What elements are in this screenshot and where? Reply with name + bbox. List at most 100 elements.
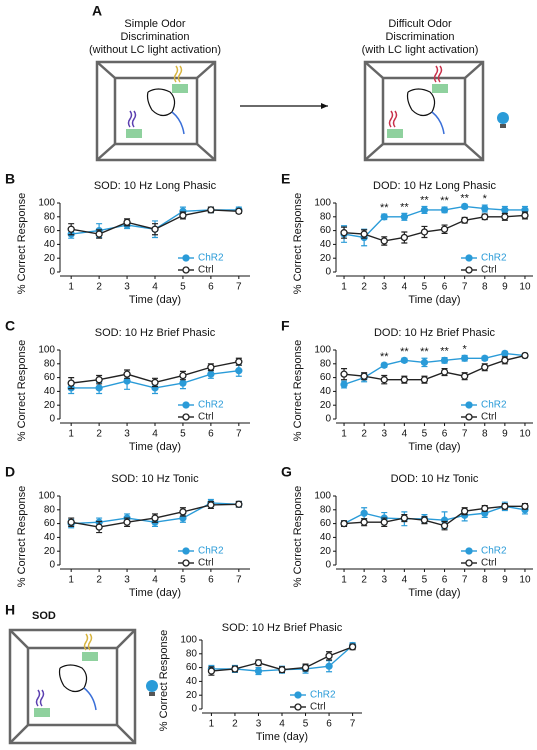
series-line: [343, 205, 525, 239]
data-point: [340, 519, 348, 528]
panel-label: A: [92, 3, 102, 19]
x-tick-label: 6: [326, 719, 332, 730]
series-line: [343, 505, 525, 527]
x-tick-label: 2: [361, 575, 367, 586]
data-point: [440, 206, 449, 214]
x-tick-label: 5: [422, 429, 428, 440]
x-tick-label: 7: [236, 282, 242, 293]
data-point: [501, 213, 509, 221]
data-point: [461, 372, 469, 380]
significance-mark: **: [400, 346, 409, 358]
chart-title: DOD: 10 Hz Tonic: [391, 473, 479, 485]
data-point: [501, 206, 509, 214]
y-tick-label: 100: [314, 198, 331, 209]
chart-title: DOD: 10 Hz Brief Phasic: [374, 327, 496, 339]
x-tick-label: 7: [462, 575, 468, 586]
legend-marker: [465, 413, 473, 421]
series-line: [343, 214, 526, 242]
legend-label: ChR2: [198, 253, 224, 264]
legend-marker: [294, 703, 302, 711]
data-point: [400, 376, 408, 384]
legend-label: ChR2: [481, 253, 507, 264]
series-line: [343, 505, 526, 525]
x-tick-label: 4: [152, 429, 158, 440]
y-tick-label: 40: [186, 676, 198, 687]
data-point: [481, 504, 489, 513]
x-tick-label: 3: [381, 575, 387, 586]
data-point: [360, 372, 368, 380]
data-point: [207, 667, 216, 675]
y-tick-label: 20: [44, 546, 56, 557]
y-tick-label: 0: [49, 560, 55, 571]
legend-label: Ctrl: [198, 558, 214, 569]
y-tick-label: 80: [44, 358, 56, 369]
x-tick-label: 1: [341, 429, 347, 440]
y-axis-label: % Correct Response: [292, 340, 304, 442]
x-tick-label: 2: [96, 282, 102, 293]
legend-label: Ctrl: [198, 412, 214, 423]
x-tick-label: 5: [422, 282, 428, 293]
legend-marker: [465, 266, 473, 274]
y-tick-label: 60: [44, 518, 56, 529]
panel-label: F: [281, 318, 290, 334]
x-tick-label: 1: [68, 575, 74, 586]
panel-label: E: [281, 171, 290, 187]
x-tick-label: 6: [442, 282, 448, 293]
data-point: [231, 665, 239, 673]
data-point: [235, 367, 243, 375]
x-tick-label: 1: [341, 282, 347, 293]
data-point: [123, 370, 131, 378]
data-point: [325, 652, 333, 660]
y-tick-label: 60: [186, 662, 198, 673]
x-axis-label: Time (day): [129, 587, 181, 599]
x-tick-label: 4: [402, 282, 408, 293]
legend-label: ChR2: [481, 546, 507, 557]
data-point: [481, 204, 489, 213]
data-point: [400, 213, 408, 221]
y-tick-label: 0: [325, 560, 331, 571]
arrow-head: [321, 103, 328, 109]
data-point: [420, 206, 429, 214]
arena-diagram: [8, 628, 158, 745]
caption-line: (with LC light activation): [362, 44, 479, 56]
data-point: [123, 218, 131, 226]
chart-title: SOD: 10 Hz Brief Phasic: [222, 622, 343, 634]
significance-mark: **: [420, 346, 429, 358]
data-point: [440, 368, 449, 376]
data-point: [440, 225, 449, 233]
y-axis-label: % Correct Response: [16, 486, 28, 588]
caption-line: Simple Odor: [124, 18, 185, 30]
data-point: [95, 376, 103, 384]
x-tick-label: 2: [232, 719, 238, 730]
data-point: [481, 213, 489, 221]
x-tick-label: 7: [350, 719, 356, 730]
data-point: [254, 667, 263, 675]
data-point: [235, 207, 243, 215]
y-axis-label: % Correct Response: [16, 193, 28, 295]
y-tick-label: 80: [44, 504, 56, 515]
data-point: [235, 500, 243, 508]
x-tick-label: 10: [519, 429, 531, 440]
y-tick-label: 40: [320, 386, 332, 397]
significance-mark: **: [400, 201, 409, 213]
data-point: [254, 659, 263, 667]
data-point: [380, 376, 388, 384]
significance-mark: **: [440, 345, 449, 357]
x-tick-label: 2: [361, 429, 367, 440]
data-point: [179, 508, 187, 516]
significance-mark: **: [440, 195, 449, 207]
y-tick-label: 20: [186, 690, 198, 701]
series-line: [343, 352, 526, 386]
x-tick-label: 9: [502, 429, 508, 440]
significance-mark: **: [380, 351, 389, 363]
data-point: [501, 356, 509, 365]
legend-marker: [182, 559, 190, 567]
x-tick-label: 5: [180, 282, 186, 293]
x-tick-label: 1: [68, 429, 74, 440]
caption-line: (without LC light activation): [89, 44, 221, 56]
x-tick-label: 4: [402, 429, 408, 440]
y-tick-label: 20: [320, 400, 332, 411]
y-tick-label: 0: [49, 267, 55, 278]
arena-diagram: [95, 60, 217, 162]
